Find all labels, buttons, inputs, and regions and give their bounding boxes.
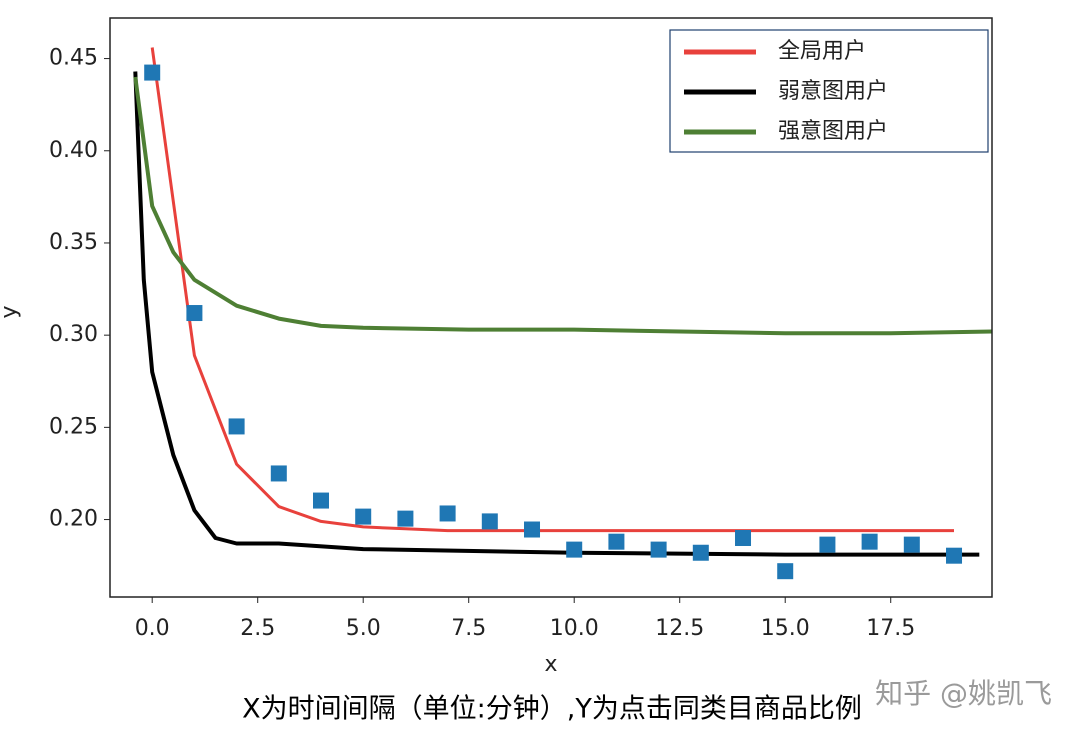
y-tick-label: 0.25 [49, 414, 98, 439]
point [355, 508, 372, 525]
y-tick-label: 0.45 [49, 46, 98, 71]
point [608, 533, 625, 550]
x-tick-label: 12.5 [655, 616, 704, 641]
point [186, 305, 203, 322]
x-axis-label: x [544, 652, 557, 677]
caption: X为时间间隔（单位:分钟）,Y为点击同类目商品比例 [242, 694, 862, 725]
x-tick-label: 7.5 [451, 616, 486, 641]
legend-label: 强意图用户 [778, 119, 888, 144]
line [150, 47, 954, 533]
y-tick-label: 0.20 [49, 507, 98, 532]
y-tick-label: 0.40 [49, 138, 98, 163]
x-tick-label: 2.5 [240, 616, 275, 641]
point [735, 529, 752, 546]
y-tick-label: 0.30 [49, 322, 98, 347]
x-tick-label: 10.0 [550, 616, 599, 641]
line [133, 76, 992, 336]
point [903, 536, 920, 553]
watermark: 知乎 @姚凯飞 [875, 677, 1052, 710]
point [313, 492, 330, 509]
point [946, 547, 963, 564]
axes-frame [109, 17, 993, 598]
y-tick-label: 0.35 [49, 230, 98, 255]
legend-label: 弱意图用户 [778, 79, 888, 104]
point [397, 510, 414, 527]
point [481, 513, 498, 530]
point [270, 465, 287, 482]
point [777, 563, 794, 580]
point [692, 544, 709, 561]
point [228, 418, 245, 435]
x-tick-label: 0.0 [135, 616, 170, 641]
point [650, 541, 667, 558]
x-tick-label: 5.0 [346, 616, 381, 641]
point [524, 521, 541, 538]
x-tick-label: 17.5 [866, 616, 915, 641]
plot [133, 47, 992, 580]
x-tick-label: 15.0 [761, 616, 810, 641]
point [439, 505, 456, 522]
point [819, 536, 836, 553]
y-axis-label: y [0, 305, 22, 318]
point [861, 533, 878, 550]
point [144, 64, 161, 81]
legend-label: 全局用户 [778, 39, 866, 64]
line [133, 71, 980, 557]
point [566, 541, 583, 558]
